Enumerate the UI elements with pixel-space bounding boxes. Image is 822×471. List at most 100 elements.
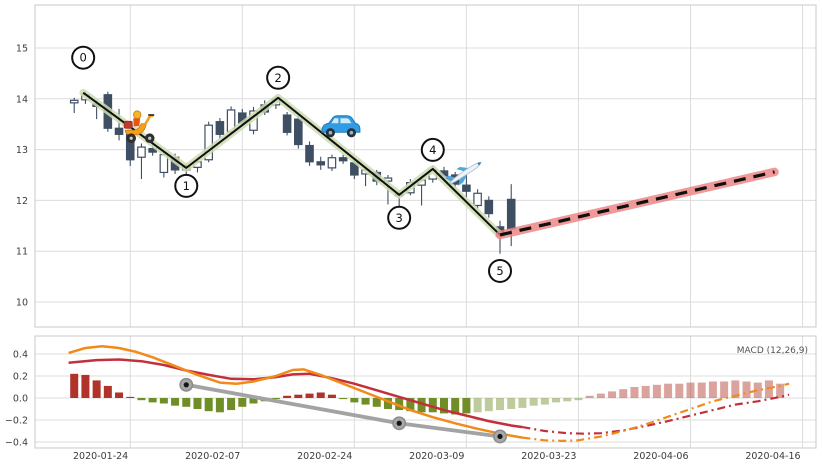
- car-hub-left: [328, 130, 333, 135]
- plane-icon: [444, 161, 482, 186]
- scooter-box: [123, 120, 133, 129]
- macd-histogram-bar: [137, 397, 146, 401]
- xtick-label: 2020-03-09: [409, 451, 464, 462]
- macd-panel-background: [35, 336, 816, 448]
- candle-body: [316, 161, 326, 166]
- macd-histogram-bar: [361, 397, 370, 405]
- macd-histogram-bar: [283, 395, 292, 398]
- macd-histogram-bar: [708, 381, 717, 398]
- macd-ytick-label: 0.2: [13, 372, 28, 383]
- macd-histogram-bar: [585, 395, 594, 398]
- macd-histogram-bar: [552, 397, 561, 403]
- plane-tail: [444, 175, 456, 182]
- candle-body: [506, 198, 516, 230]
- candle-body: [484, 199, 494, 215]
- macd-histogram-bar: [182, 397, 191, 407]
- scooter-rear-hub: [129, 136, 133, 140]
- macd-histogram-bar: [652, 384, 661, 398]
- wave-label: 2: [274, 71, 281, 85]
- wave-label: 5: [496, 264, 503, 278]
- plane-cockpit: [477, 162, 481, 166]
- macd-line: [68, 358, 523, 429]
- macd-histogram-bar: [473, 397, 482, 413]
- car-window-front: [331, 118, 339, 124]
- candle-body: [137, 146, 146, 158]
- xtick-label: 2020-04-06: [633, 451, 688, 462]
- xtick-label: 2020-02-07: [185, 451, 240, 462]
- macd-histogram-bar: [776, 383, 785, 398]
- candle-body: [69, 99, 79, 104]
- wave-circle: [387, 205, 412, 230]
- wave-label: 4: [429, 143, 436, 157]
- macd-histogram-bar: [215, 397, 224, 413]
- candle-body: [294, 118, 303, 146]
- macd-histogram-bar: [484, 397, 493, 412]
- xtick-label: 2020-03-23: [521, 451, 576, 462]
- price-ytick-label: 15: [16, 43, 28, 54]
- candle-body: [305, 144, 314, 163]
- wave-circle: [420, 137, 445, 162]
- macd-histogram-bar: [350, 397, 359, 403]
- macd-histogram-bar: [204, 397, 213, 412]
- macd-histogram-bar: [159, 397, 168, 404]
- car-icon: [321, 115, 361, 138]
- macd-ytick-label: −0.4: [5, 437, 28, 448]
- macd-histogram-bar: [518, 397, 527, 408]
- macd-ytick-label: −0.2: [5, 415, 28, 426]
- wave-circle: [266, 65, 291, 90]
- wave-label: 0: [80, 51, 87, 65]
- macd-histogram-bar: [697, 382, 706, 398]
- macd-histogram-bar: [126, 396, 135, 398]
- scooter-body: [124, 123, 147, 136]
- price-ytick-label: 14: [16, 94, 28, 105]
- wave-label: 1: [183, 179, 190, 193]
- macd-histogram-bar: [496, 397, 505, 411]
- macd-histogram-bar: [193, 397, 202, 409]
- car-hub-right: [349, 130, 354, 135]
- macd-histogram-bar: [529, 397, 538, 406]
- price-ytick-label: 12: [16, 196, 28, 207]
- macd-histogram-bar: [81, 374, 90, 398]
- macd-histogram-bar: [664, 383, 673, 398]
- pivot-marker-core: [396, 420, 402, 426]
- macd-histogram-bar: [731, 380, 740, 398]
- macd-histogram: [70, 373, 785, 415]
- candle-body: [114, 127, 124, 135]
- pivot-marker-core: [183, 382, 189, 388]
- macd-histogram-bar: [372, 397, 381, 407]
- macd-histogram-bar: [70, 373, 79, 398]
- candle-body: [462, 184, 471, 192]
- signal-line: [68, 345, 523, 439]
- price-panel-background: [35, 5, 816, 327]
- macd-histogram-bar: [395, 397, 404, 411]
- macd-histogram-bar: [406, 397, 415, 412]
- macd-histogram-bar: [619, 389, 628, 398]
- candle-body: [282, 114, 292, 133]
- macd-histogram-bar: [428, 397, 437, 413]
- candle-body: [338, 157, 348, 162]
- macd-histogram-bar: [103, 385, 112, 398]
- rider-body: [133, 118, 141, 127]
- xtick-label: 2020-04-16: [745, 451, 800, 462]
- price-ytick-label: 13: [16, 145, 28, 156]
- macd-histogram-bar: [305, 393, 314, 398]
- price-panel-border: [34, 4, 817, 328]
- macd-histogram-bar: [641, 385, 650, 398]
- wave-circle: [174, 173, 199, 198]
- macd-ytick-label: 0.4: [13, 350, 28, 361]
- macd-histogram-bar: [563, 397, 572, 402]
- macd-histogram-bar: [742, 381, 751, 398]
- macd-ytick-label: 0.0: [13, 393, 28, 404]
- forecast-line: [499, 170, 775, 237]
- macd-histogram-bar: [675, 383, 684, 398]
- signal-line-forecast: [522, 382, 790, 443]
- macd-histogram-bar: [238, 397, 247, 407]
- scooter-icon: [123, 110, 155, 144]
- scooter-front-hub: [148, 136, 152, 140]
- macd-histogram-bar: [249, 397, 258, 404]
- zigzag-line: [82, 91, 501, 236]
- macd-line-forecast: [522, 393, 790, 435]
- macd-histogram-bar: [596, 393, 605, 398]
